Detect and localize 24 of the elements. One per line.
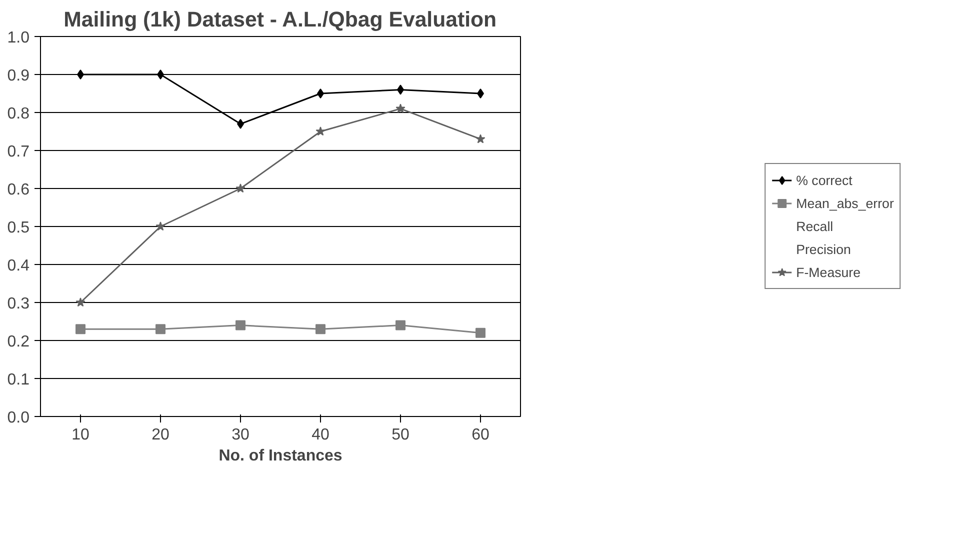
y-tick-label: 0.6 bbox=[7, 182, 30, 198]
legend-label: % correct bbox=[796, 172, 852, 188]
x-axis-title: No. of Instances bbox=[218, 448, 342, 464]
x-tick-label: 40 bbox=[312, 426, 330, 444]
x-tick-label: 60 bbox=[472, 426, 490, 444]
legend-label: Mean_abs_error bbox=[796, 196, 894, 210]
chart-title: Mailing (1k) Dataset - A.L./Qbag Evaluation bbox=[64, 8, 497, 32]
y-tick-label: 0.2 bbox=[7, 334, 30, 350]
y-tick-label: 0.0 bbox=[7, 410, 30, 426]
y-tick-label: 0.3 bbox=[7, 296, 30, 312]
y-tick-label: 0.1 bbox=[7, 372, 30, 388]
y-tick-label: 0.9 bbox=[7, 68, 30, 84]
y-tick-label: 0.4 bbox=[7, 258, 30, 274]
y-tick-label: 0.8 bbox=[7, 106, 30, 122]
x-tick-label: 20 bbox=[152, 426, 170, 444]
text: Recall bbox=[796, 218, 834, 234]
y-tick-label: 1.0 bbox=[7, 30, 30, 46]
x-tick-label: 30 bbox=[232, 426, 250, 444]
text: Precision bbox=[796, 242, 851, 256]
x-tick-label: 10 bbox=[72, 426, 90, 444]
y-tick-label: 0.5 bbox=[7, 220, 30, 236]
x-tick-label: 50 bbox=[392, 426, 410, 444]
y-tick-label: 0.7 bbox=[7, 144, 30, 160]
legend-label: F-Measure bbox=[796, 264, 861, 280]
